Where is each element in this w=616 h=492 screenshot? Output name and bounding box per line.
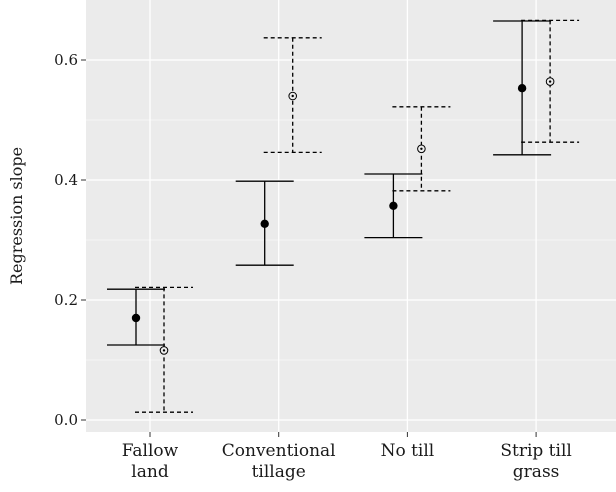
data-point-center [549,80,551,82]
x-tick-label-line: tillage [252,462,306,482]
x-tick-label: Conventional tillage [222,441,336,482]
y-tick-label: 0.0 [54,411,78,429]
data-point-center [292,95,294,97]
data-point-center [163,349,165,351]
data-point [261,220,269,228]
x-tick-label-line: No till [381,441,435,461]
x-tick-label-line: Conventional [222,441,336,461]
data-point-center [420,148,422,150]
x-tick-label-line: Fallow [122,441,179,461]
data-point [389,202,397,210]
x-tick-label-line: land [131,462,169,482]
x-tick-label: Fallow land [122,441,179,482]
y-axis-label: Regression slope [7,147,26,285]
x-tick-label-line: grass [513,462,560,482]
y-tick-label: 0.4 [54,171,78,189]
data-point [132,314,140,322]
x-tick-label: Strip till grass [500,441,571,482]
y-tick-label: 0.6 [54,51,78,69]
x-tick-label-line: Strip till [500,441,571,461]
x-tick-label: No till [381,441,435,461]
y-tick-label: 0.2 [54,291,78,309]
data-point [518,84,526,92]
